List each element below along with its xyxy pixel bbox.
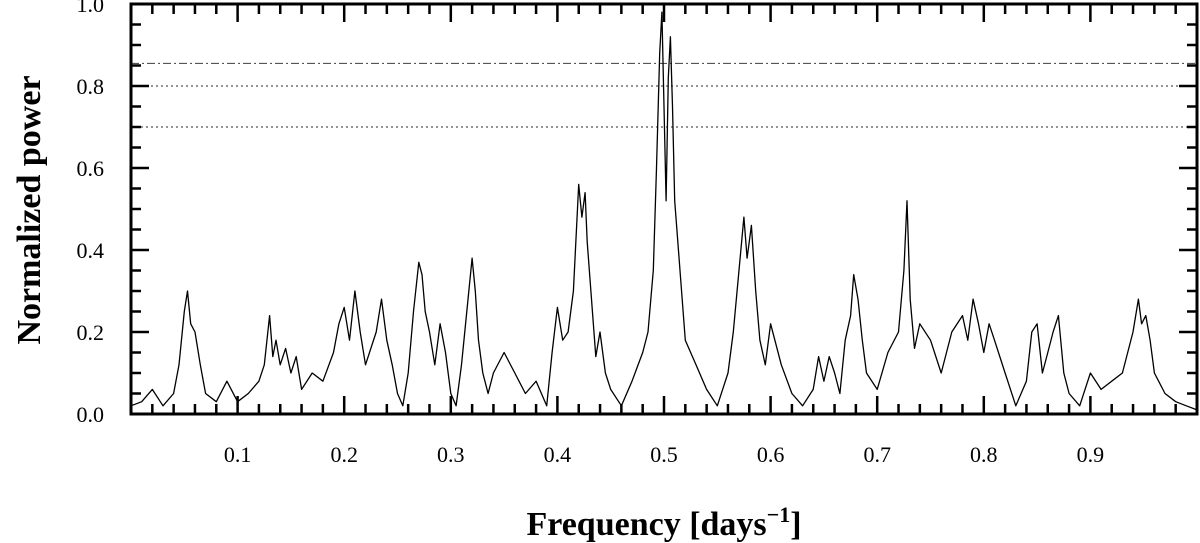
x-axis-title-exponent: −1 [767, 502, 791, 527]
y-axis-title: Normalized power [11, 75, 48, 344]
y-tick-labels: 0.0 0.2 0.4 0.6 0.8 1.0 [77, 0, 105, 427]
x-tick-labels: 0.1 0.2 0.3 0.4 0.5 0.6 0.7 0.8 0.9 [224, 442, 1104, 467]
y-tick-label: 1.0 [77, 0, 105, 17]
y-tick-label: 0.0 [77, 402, 105, 427]
x-axis-ticks [151, 4, 1177, 414]
x-axis-title: Frequency [days−1] [526, 502, 801, 543]
plot-frame [129, 2, 1199, 416]
x-axis-title-main: Frequency [days [526, 506, 766, 543]
x-tick-label: 0.5 [650, 442, 678, 467]
x-axis-title-suffix: ] [790, 506, 801, 543]
y-tick-label: 0.4 [77, 238, 105, 263]
x-tick-label: 0.2 [330, 442, 358, 467]
y-tick-label: 0.8 [77, 74, 105, 99]
x-tick-label: 0.8 [970, 442, 998, 467]
power-spectrum-line [130, 11, 1198, 411]
y-tick-label: 0.6 [77, 156, 105, 181]
y-axis-ticks [131, 23, 1197, 395]
x-tick-label: 0.7 [863, 442, 891, 467]
y-tick-label: 0.2 [77, 320, 105, 345]
x-tick-label: 0.1 [224, 442, 252, 467]
reference-lines [131, 62, 1197, 128]
x-tick-label: 0.4 [544, 442, 572, 467]
x-tick-label: 0.6 [757, 442, 785, 467]
x-tick-label: 0.3 [437, 442, 465, 467]
x-tick-label: 0.9 [1077, 442, 1105, 467]
